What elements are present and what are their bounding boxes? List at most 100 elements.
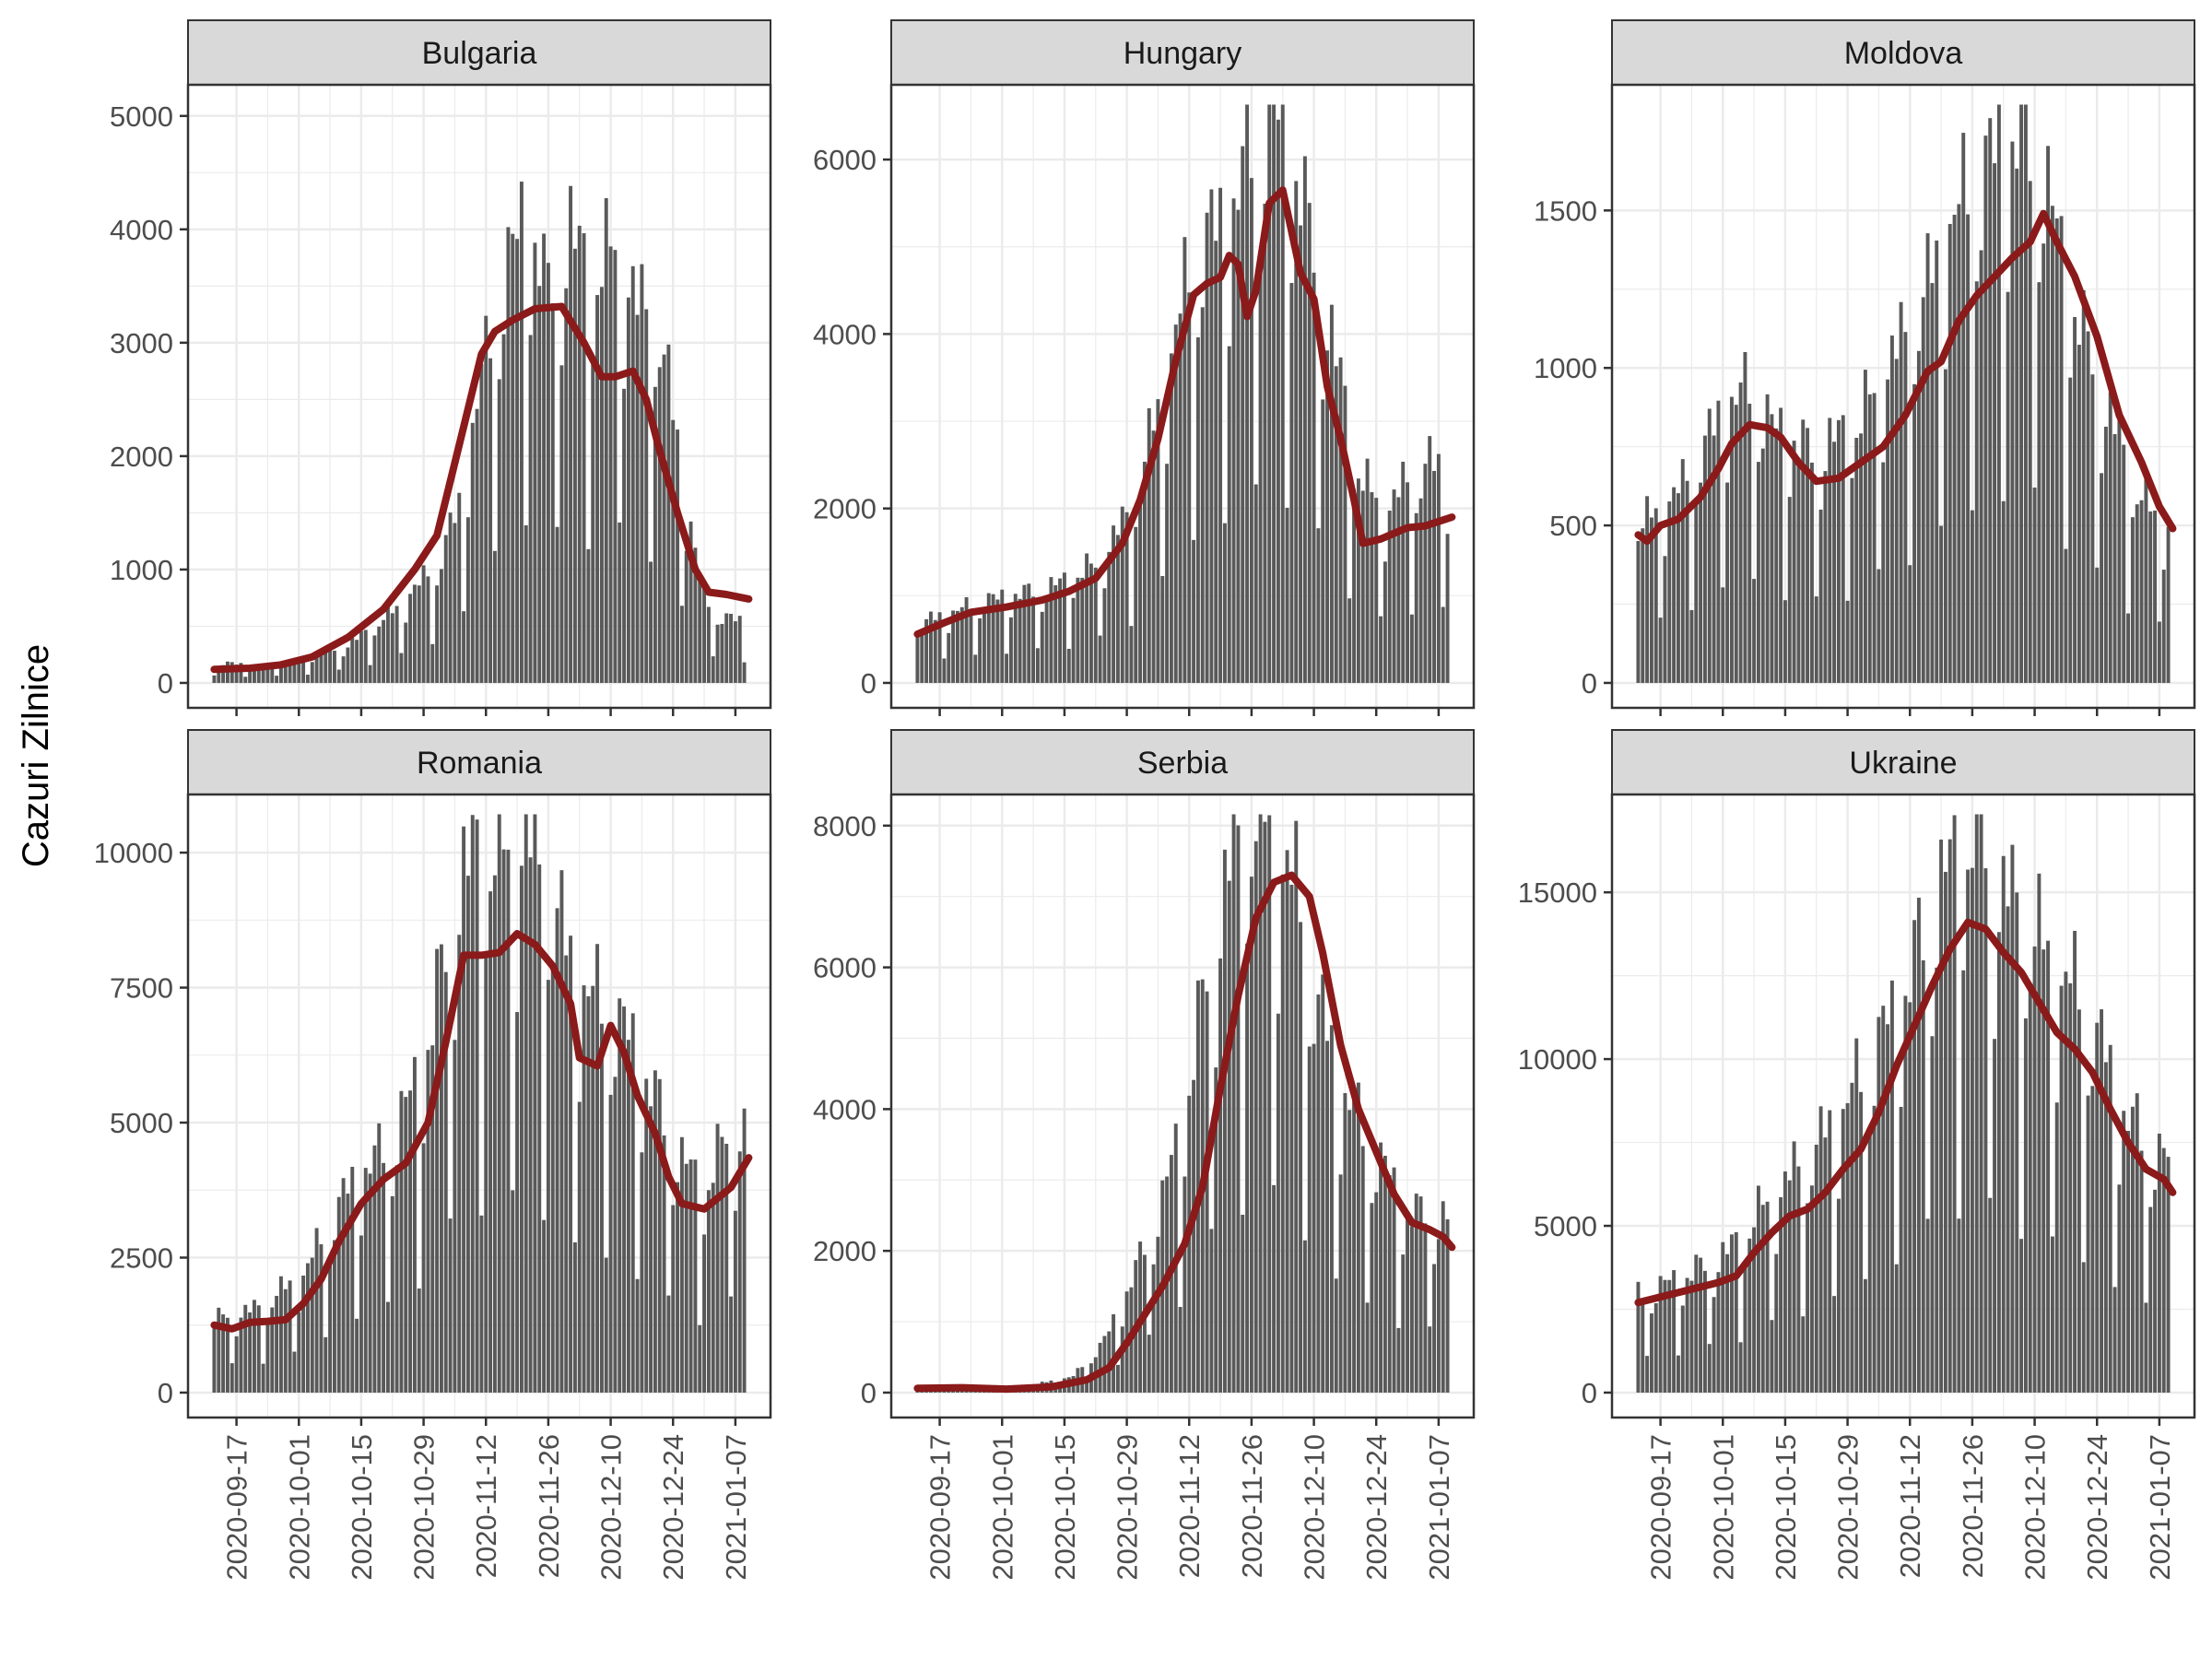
daily-bar: [1134, 526, 1138, 683]
daily-bar: [1930, 283, 1935, 683]
daily-bar: [1996, 104, 2001, 683]
daily-bar: [1734, 1231, 1738, 1393]
panel-border: [1610, 793, 2196, 1419]
daily-bar: [2153, 510, 2158, 683]
daily-bar: [1280, 874, 1285, 1393]
daily-bar: [1957, 204, 1961, 683]
y-tick-label: 15000: [1518, 877, 1597, 909]
daily-bar: [1645, 1356, 1650, 1393]
daily-bar: [1707, 408, 1712, 683]
daily-bar: [1360, 1146, 1365, 1393]
daily-bar: [1382, 561, 1387, 683]
daily-bar: [613, 1077, 618, 1393]
daily-bar: [1102, 1335, 1107, 1393]
daily-bar: [1392, 489, 1396, 683]
daily-bar: [1939, 525, 1944, 683]
daily-bar: [2122, 1111, 2126, 1393]
daily-bar: [346, 647, 350, 683]
daily-bar: [305, 675, 310, 683]
daily-bar: [225, 1317, 229, 1393]
moving-average-line: [1634, 918, 2177, 1307]
daily-bar: [212, 675, 217, 683]
daily-bar: [1979, 814, 1983, 1393]
daily-bar: [1071, 597, 1076, 683]
daily-bar: [698, 572, 702, 683]
daily-bar: [1112, 525, 1116, 683]
daily-bar: [305, 1263, 310, 1393]
daily-bar: [234, 1335, 239, 1393]
x-tick-label: 2020-10-15: [1770, 1434, 1802, 1581]
daily-bar: [1401, 461, 1406, 683]
daily-bar: [2081, 289, 2086, 683]
daily-bar: [297, 1312, 301, 1393]
daily-bar: [653, 1070, 657, 1393]
daily-bar: [706, 606, 711, 683]
daily-bar: [417, 585, 421, 683]
daily-bar: [1245, 104, 1250, 683]
daily-bar: [1908, 1002, 1912, 1393]
daily-bar: [382, 619, 386, 683]
daily-bar: [1641, 528, 1645, 683]
daily-bar: [711, 656, 715, 683]
daily-bar: [1725, 1253, 1730, 1393]
panel-title: Bulgaria: [422, 36, 537, 71]
daily-bar: [915, 633, 920, 683]
bars: [1636, 814, 2171, 1393]
daily-bar: [1729, 1234, 1734, 1393]
daily-bar: [426, 576, 430, 683]
y-tick-label: 1000: [110, 554, 173, 586]
daily-bar: [1356, 1082, 1360, 1393]
daily-bar: [586, 548, 591, 683]
daily-bar: [2126, 1131, 2131, 1393]
daily-bar: [608, 1094, 613, 1393]
daily-bar: [346, 1194, 350, 1393]
daily-bar: [1005, 653, 1009, 683]
daily-bar: [1334, 366, 1338, 683]
daily-bar: [1236, 209, 1241, 683]
daily-bar: [986, 593, 991, 683]
daily-bar: [1672, 1270, 1677, 1393]
daily-bar: [1205, 212, 1209, 683]
x-axis: [235, 708, 737, 716]
daily-bar: [261, 664, 265, 683]
daily-bar: [1285, 850, 1289, 1393]
daily-bar: [1418, 498, 1423, 683]
moving-average-line: [913, 871, 1456, 1394]
daily-bar: [1231, 198, 1236, 683]
daily-bar: [1156, 399, 1160, 683]
daily-bar: [1102, 588, 1107, 683]
panel-border: [889, 793, 1476, 1419]
daily-bar: [1988, 118, 1993, 683]
daily-bar: [924, 618, 929, 683]
daily-bar: [2077, 1009, 2081, 1393]
daily-bar: [1436, 453, 1441, 683]
daily-bar: [1379, 616, 1383, 683]
daily-bar: [586, 995, 591, 1393]
daily-bar: [1418, 1196, 1423, 1393]
daily-bar: [1165, 464, 1170, 683]
daily-bar: [479, 1215, 484, 1393]
daily-bar: [1365, 458, 1370, 683]
daily-bar: [2157, 621, 2161, 683]
daily-bar: [733, 1210, 737, 1393]
daily-bar: [1280, 104, 1285, 683]
daily-bar: [288, 659, 292, 683]
daily-bar: [1979, 250, 1983, 683]
daily-bar: [630, 265, 635, 683]
daily-bar: [1641, 1299, 1645, 1393]
daily-bar: [524, 524, 528, 683]
daily-bar: [1636, 540, 1641, 683]
daily-bar: [1352, 1098, 1357, 1393]
daily-bar: [511, 233, 515, 683]
y-tick-label: 7500: [110, 972, 173, 1005]
daily-bar: [2153, 1189, 2158, 1393]
daily-bar: [1792, 441, 1796, 683]
daily-bar: [1685, 480, 1689, 683]
daily-bar: [252, 1300, 256, 1393]
y-tick-label: 0: [158, 1377, 173, 1409]
daily-bar: [1970, 867, 1974, 1393]
daily-bar: [265, 1318, 270, 1393]
daily-bar: [1018, 598, 1022, 683]
daily-bar: [1195, 337, 1200, 683]
